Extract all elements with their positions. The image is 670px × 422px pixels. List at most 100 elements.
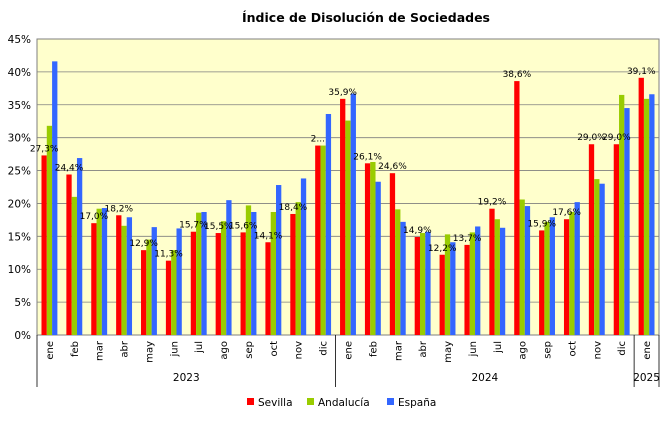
bar-andalucía [245, 205, 252, 335]
bar-españa [524, 206, 531, 335]
data-labels: 27,3% 24,4% 17,0%18,2% 12,9%11,3% 15,7%15,5%… [30, 67, 656, 260]
bar-sevilla [91, 223, 97, 335]
data-label: 14,1% [254, 231, 283, 241]
year-label: 2024 [471, 372, 498, 384]
bar-andalucía [220, 221, 227, 335]
bar-andalucía [146, 239, 152, 335]
bar-sevilla [439, 254, 445, 335]
data-label: 12,9% [129, 239, 158, 249]
bar-sevilla [141, 250, 147, 335]
data-label: 27,3% [30, 144, 59, 154]
y-tick-label: 20% [8, 198, 31, 210]
year-label: 2025 [633, 372, 660, 384]
bar-españa [151, 227, 157, 335]
bar-andalucía [519, 199, 525, 335]
bar-sevilla [66, 174, 72, 335]
bar-españa [201, 211, 207, 335]
bar-andalucía [270, 211, 277, 335]
bar-españa [101, 208, 108, 335]
year-label: 2023 [173, 372, 200, 384]
legend-label: España [398, 397, 436, 409]
bar-españa [624, 108, 630, 335]
bar-sevilla [340, 98, 346, 335]
bar-españa [76, 158, 83, 335]
x-tick-label: ago [518, 341, 529, 360]
bar-andalucía [643, 98, 650, 335]
bar-sevilla [563, 219, 570, 335]
bar-andalucía [619, 94, 625, 336]
data-label: 2... [311, 135, 325, 145]
legend-label: Andalucía [318, 397, 370, 409]
y-tick-label: 0% [14, 330, 31, 342]
x-tick-label: mar [393, 340, 404, 361]
bar-andalucía [345, 120, 351, 335]
bar-sevilla [41, 155, 47, 335]
x-tick-label: dic [617, 341, 628, 356]
bar-españa [400, 221, 406, 335]
y-tick-label: 40% [8, 67, 31, 79]
bar-andalucía [569, 211, 575, 335]
bar-sevilla [613, 144, 620, 335]
x-tick-label: nov [294, 341, 305, 359]
bar-sevilla [364, 163, 371, 335]
x-tick-label: jul [493, 341, 504, 354]
x-tick-label: jun [468, 341, 479, 357]
x-tick-label: oct [567, 341, 578, 357]
data-label: 12,2% [428, 244, 457, 254]
bar-andalucía [295, 202, 301, 335]
x-tick-label: jul [194, 341, 205, 354]
data-label: 35,9% [328, 88, 357, 98]
x-tick-label: abr [120, 340, 131, 357]
bar-andalucía [171, 250, 177, 335]
x-tick-label: nov [592, 341, 603, 359]
x-tick-label: ene [344, 341, 355, 360]
bar-sevilla [414, 236, 420, 335]
y-axis: 0% 5% 10% 15% 20% 25% 30% 35% 40% 45% [8, 34, 31, 342]
bar-españa [599, 183, 605, 335]
data-label: 24,4% [55, 164, 84, 174]
data-label: 18,2% [104, 204, 133, 214]
data-label: 29,0% [602, 133, 631, 143]
x-tick-label: sep [543, 341, 554, 359]
bars [41, 61, 655, 336]
bar-andalucía [544, 221, 550, 335]
x-tick-label: feb [70, 341, 81, 357]
bar-españa [226, 200, 232, 335]
data-label: 38,6% [503, 70, 532, 80]
x-tick-label: ene [45, 341, 56, 360]
bar-sevilla [215, 233, 221, 335]
bar-españa [52, 61, 58, 336]
x-tick-label: ago [219, 341, 230, 360]
bar-andalucía [594, 179, 600, 335]
data-label: 17,6% [552, 208, 581, 218]
bar-españa [276, 185, 282, 335]
bar-sevilla [190, 231, 197, 335]
x-tick-label: dic [319, 341, 330, 356]
bar-andalucía [469, 232, 476, 335]
data-label: 17,0% [80, 212, 109, 222]
x-axis: ene feb mar abr may jun jul ago sep oct nov dic ene f… [36, 335, 660, 387]
bar-sevilla [389, 173, 396, 335]
y-tick-label: 5% [14, 297, 31, 309]
bar-españa [450, 242, 456, 335]
bar-sevilla [539, 230, 545, 335]
y-tick-label: 35% [8, 100, 31, 112]
bar-sevilla [290, 213, 296, 335]
bar-sevilla [464, 244, 470, 335]
bar-andalucía [494, 219, 500, 335]
bar-sevilla [489, 208, 495, 335]
data-label: 39,1% [627, 67, 656, 77]
bar-sevilla [165, 260, 172, 335]
data-label: 14,9% [403, 226, 432, 236]
y-tick-label: 15% [8, 231, 31, 243]
bar-andalucía [96, 208, 102, 335]
bar-andalucía [196, 212, 202, 335]
legend: Sevilla Andalucía España [247, 397, 436, 409]
x-tick-label: ene [642, 341, 653, 360]
bar-sevilla [638, 77, 644, 335]
data-label: 15,5% [204, 222, 233, 232]
bar-andalucía [46, 125, 53, 336]
bar-españa [649, 94, 655, 336]
